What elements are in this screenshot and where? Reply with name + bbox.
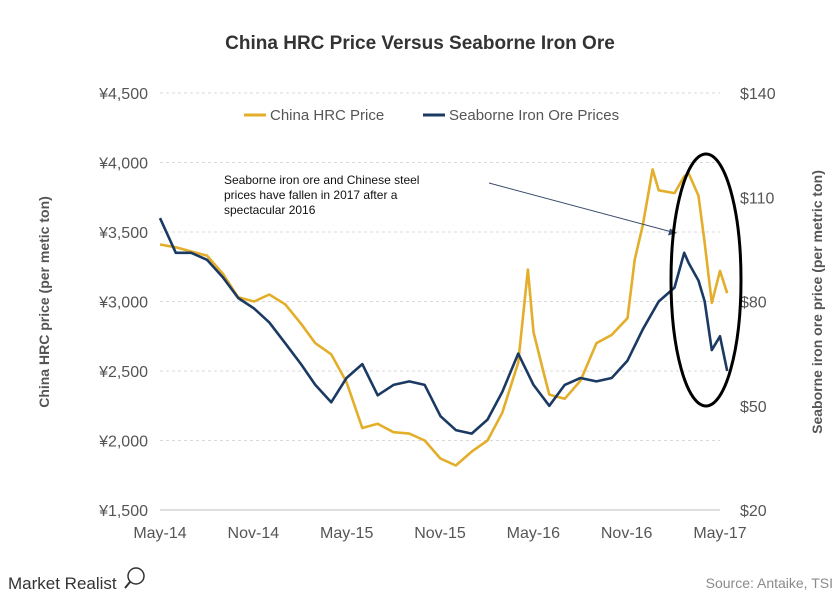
x-tick-label: May-14 [133,525,186,542]
legend-label-iron-ore: Seaborne Iron Ore Prices [449,107,619,124]
right-tick-label: $80 [740,295,767,312]
right-tick-label: $50 [740,399,767,416]
brand-logo: Market Realist [8,567,145,593]
magnifier-handle [124,581,131,589]
right-tick-label: $140 [740,86,776,103]
series-line-china-hrc [159,168,729,467]
left-tick-label: ¥3,000 [98,295,148,312]
legend: China HRC Price Seaborne Iron Ore Prices [244,107,619,124]
annotation: Seaborne iron ore and Chinese steel pric… [224,152,743,408]
x-axis-ticks: May-14 Nov-14 May-15 Nov-15 May-16 Nov-16 May-… [133,525,746,542]
annotation-arrow [488,182,673,233]
left-tick-label: ¥4,000 [98,156,148,173]
x-tick-label: May-15 [320,525,373,542]
magnifier-icon [127,567,145,585]
highlight-ellipse [669,152,743,408]
left-tick-label: ¥2,500 [98,364,148,381]
left-tick-label: ¥3,500 [98,225,148,242]
x-tick-label: May-16 [507,525,560,542]
left-tick-label: ¥4,500 [98,86,148,103]
right-axis-title: Seaborne iron ore price (per metric ton) [809,170,825,434]
left-tick-label: ¥1,500 [98,503,148,520]
brand-text: Market Realist [8,574,117,593]
legend-label-china-hrc: China HRC Price [270,107,384,124]
annotation-line-2: prices have fallen in 2017 after a [224,188,398,202]
x-tick-label: May-17 [693,525,746,542]
right-axis-ticks: $140 $110 $80 $50 $20 [740,86,776,520]
gridlines [160,92,720,441]
left-axis-title: China HRC price (per metic ton) [36,196,52,408]
x-tick-label: Nov-16 [601,525,653,542]
source-text: Source: Antaike, TSI [706,575,833,591]
series-lines [158,168,729,467]
left-axis-ticks: ¥4,500 ¥4,000 ¥3,500 ¥3,000 ¥2,500 ¥2,000 ¥1,5… [98,86,148,520]
left-tick-label: ¥2,000 [98,434,148,451]
annotation-line-1: Seaborne iron ore and Chinese steel [224,173,419,187]
annotation-line-3: spectacular 2016 [224,203,316,217]
x-tick-label: Nov-14 [228,525,280,542]
right-tick-label: $110 [740,190,775,207]
right-tick-label: $20 [740,503,767,520]
x-tick-label: Nov-15 [414,525,466,542]
chart-title: China HRC Price Versus Seaborne Iron Ore [225,33,615,54]
series-line-iron-ore [158,217,729,435]
